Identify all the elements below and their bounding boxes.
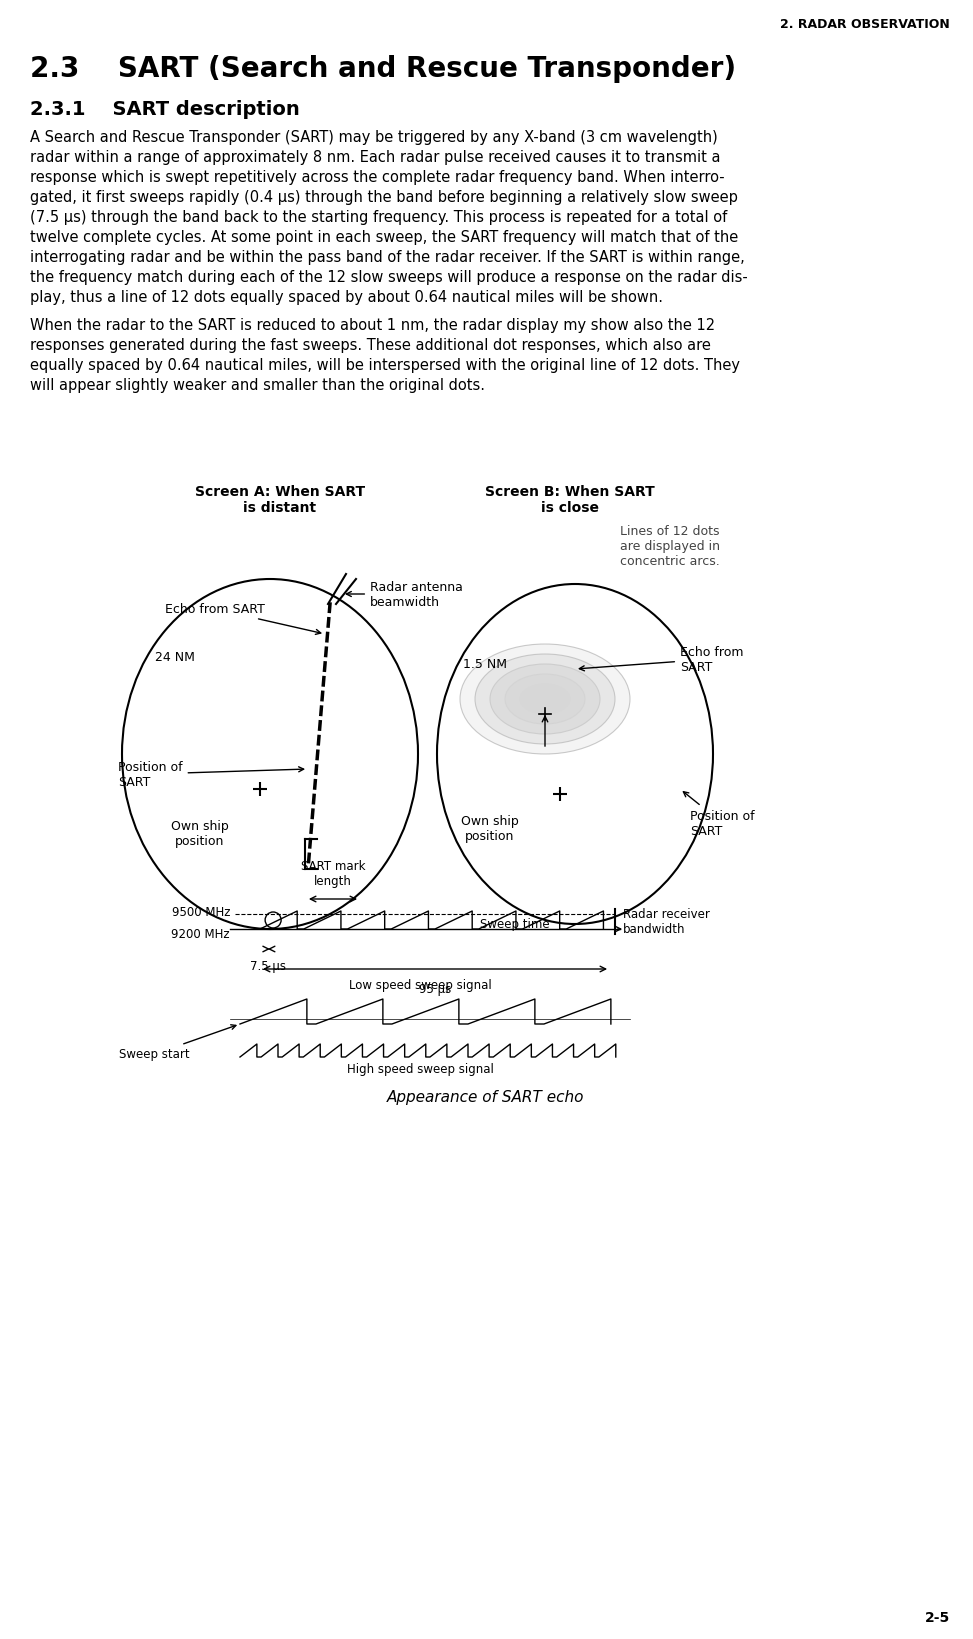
Text: the frequency match during each of the 12 slow sweeps will produce a response on: the frequency match during each of the 1… (30, 270, 747, 285)
Ellipse shape (505, 675, 585, 724)
Text: 24 NM: 24 NM (155, 651, 195, 664)
Text: Sweep start: Sweep start (120, 1024, 235, 1060)
Text: play, thus a line of 12 dots equally spaced by about 0.64 nautical miles will be: play, thus a line of 12 dots equally spa… (30, 290, 663, 305)
Text: interrogating radar and be within the pass band of the radar receiver. If the SA: interrogating radar and be within the pa… (30, 249, 744, 266)
Text: 9500 MHz: 9500 MHz (171, 906, 230, 919)
Text: When the radar to the SART is reduced to about 1 nm, the radar display my show a: When the radar to the SART is reduced to… (30, 318, 715, 333)
Text: Own ship
position: Own ship position (461, 815, 519, 842)
Text: equally spaced by 0.64 nautical miles, will be interspersed with the original li: equally spaced by 0.64 nautical miles, w… (30, 357, 740, 372)
Text: response which is swept repetitively across the complete radar frequency band. W: response which is swept repetitively acr… (30, 170, 725, 185)
Text: High speed sweep signal: High speed sweep signal (346, 1062, 493, 1075)
Ellipse shape (460, 644, 630, 754)
Text: Echo from
SART: Echo from SART (579, 646, 743, 674)
Text: 7.5 μs: 7.5 μs (249, 959, 285, 972)
Text: (7.5 μs) through the band back to the starting frequency. This process is repeat: (7.5 μs) through the band back to the st… (30, 210, 727, 225)
Text: responses generated during the fast sweeps. These additional dot responses, whic: responses generated during the fast swee… (30, 338, 711, 352)
Text: Radar receiver
bandwidth: Radar receiver bandwidth (623, 908, 710, 936)
Ellipse shape (490, 664, 600, 734)
Text: will appear slightly weaker and smaller than the original dots.: will appear slightly weaker and smaller … (30, 377, 485, 393)
Text: Low speed sweep signal: Low speed sweep signal (348, 978, 491, 992)
Text: 2-5: 2-5 (924, 1609, 950, 1624)
Text: gated, it first sweeps rapidly (0.4 μs) through the band before beginning a rela: gated, it first sweeps rapidly (0.4 μs) … (30, 190, 738, 205)
Text: A Search and Rescue Transponder (SART) may be triggered by any X-band (3 cm wave: A Search and Rescue Transponder (SART) m… (30, 129, 718, 144)
Text: 1.5 NM: 1.5 NM (463, 659, 507, 670)
Text: Appearance of SART echo: Appearance of SART echo (387, 1090, 585, 1105)
Text: Echo from SART: Echo from SART (165, 603, 321, 634)
Text: Screen B: When SART
is close: Screen B: When SART is close (486, 485, 655, 515)
Text: Sweep time: Sweep time (480, 918, 550, 931)
Text: Position of
SART: Position of SART (118, 760, 304, 788)
Text: 2.3    SART (Search and Rescue Transponder): 2.3 SART (Search and Rescue Transponder) (30, 56, 737, 84)
Text: 95 μs: 95 μs (418, 982, 451, 995)
Text: 2.3.1    SART description: 2.3.1 SART description (30, 100, 300, 120)
Text: SART mark
length: SART mark length (301, 859, 365, 887)
Text: Own ship
position: Own ship position (171, 820, 229, 847)
Text: twelve complete cycles. At some point in each sweep, the SART frequency will mat: twelve complete cycles. At some point in… (30, 229, 739, 244)
Text: 9200 MHz: 9200 MHz (171, 928, 230, 941)
Text: Position of
SART: Position of SART (683, 792, 755, 838)
Text: 2. RADAR OBSERVATION: 2. RADAR OBSERVATION (780, 18, 950, 31)
Text: Lines of 12 dots
are displayed in
concentric arcs.: Lines of 12 dots are displayed in concen… (620, 524, 720, 567)
Ellipse shape (475, 654, 615, 744)
Ellipse shape (520, 685, 570, 715)
Text: radar within a range of approximately 8 nm. Each radar pulse received causes it : radar within a range of approximately 8 … (30, 149, 720, 166)
Text: Screen A: When SART
is distant: Screen A: When SART is distant (195, 485, 365, 515)
Text: Radar antenna
beamwidth: Radar antenna beamwidth (346, 580, 463, 608)
